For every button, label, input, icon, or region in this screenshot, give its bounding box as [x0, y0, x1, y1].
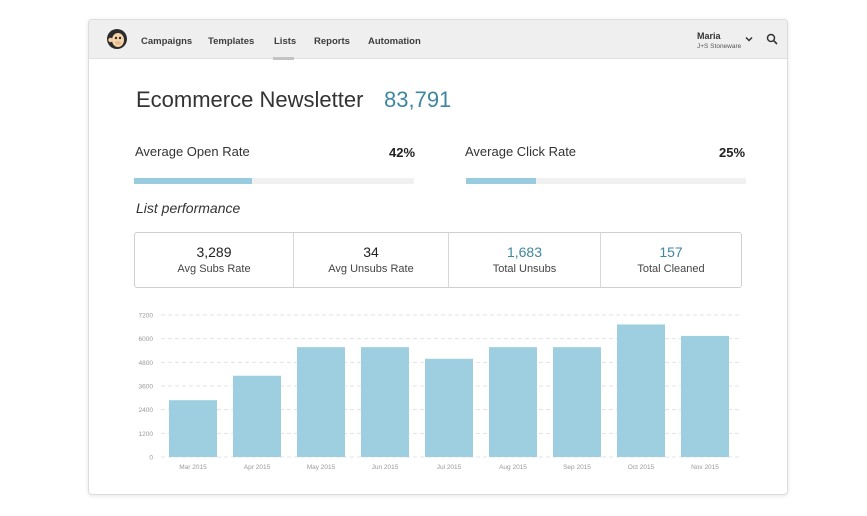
x-tick-label: Oct 2015	[628, 464, 655, 471]
stat-value[interactable]: 157	[659, 244, 683, 260]
stat-avg-unsubs-rate: 34 Avg Unsubs Rate	[294, 233, 449, 287]
subscriber-count: 83,791	[384, 87, 452, 112]
active-tab-indicator	[273, 57, 294, 60]
mailchimp-logo-icon[interactable]	[106, 28, 128, 50]
monthly-bar-chart: 0 1200 2400 3600 4800 6000 7200 Mar 2015 Apr 201…	[129, 305, 749, 475]
search-icon[interactable]	[766, 33, 778, 45]
bar-nov-2015[interactable]	[681, 335, 729, 457]
nav-item-templates[interactable]: Templates	[208, 36, 255, 47]
user-name[interactable]: Maria	[697, 31, 721, 41]
y-tick-label: 1200	[139, 431, 154, 438]
open-rate-bar-fill	[134, 178, 252, 184]
x-tick-label: May 2015	[307, 464, 336, 471]
stat-label: Avg Subs Rate	[177, 263, 251, 275]
x-tick-label: Apr 2015	[244, 464, 271, 471]
x-tick-label: Aug 2015	[499, 464, 527, 471]
stat-value: 3,289	[196, 244, 232, 260]
bar-jul-2015[interactable]	[425, 358, 473, 457]
y-tick-label: 7200	[139, 313, 154, 320]
click-rate-bar-fill	[466, 178, 536, 184]
bar-aug-2015[interactable]	[489, 347, 537, 457]
y-tick-label: 2400	[139, 407, 154, 414]
bar-may-2015[interactable]	[297, 347, 345, 457]
y-tick-label: 4800	[139, 360, 154, 367]
top-navbar: Campaigns Templates Lists Reports Automation…	[89, 20, 787, 60]
nav-item-lists[interactable]: Lists	[274, 36, 297, 47]
performance-stats: 3,289 Avg Subs Rate 34 Avg Unsubs Rate 1…	[134, 232, 742, 288]
bar-mar-2015[interactable]	[169, 400, 217, 457]
user-org[interactable]: J+S Stoneware	[697, 43, 742, 50]
nav-item-campaigns[interactable]: Campaigns	[141, 36, 193, 47]
x-tick-label: Sep 2015	[563, 464, 591, 471]
open-rate-value: 42%	[389, 145, 416, 160]
y-tick-label: 0	[149, 455, 153, 462]
click-rate-bar	[466, 178, 746, 184]
stat-value[interactable]: 1,683	[506, 244, 543, 260]
list-title: Ecommerce Newsletter	[136, 87, 364, 112]
stat-label: Total Unsubs	[492, 263, 557, 275]
nav-item-automation[interactable]: Automation	[368, 36, 421, 47]
stat-value: 34	[363, 244, 379, 260]
x-tick-label: Jun 2015	[372, 464, 399, 471]
stat-label: Total Cleaned	[637, 263, 705, 275]
bar-sep-2015[interactable]	[553, 347, 601, 457]
y-tick-label: 6000	[139, 336, 154, 343]
app-window: Campaigns Templates Lists Reports Automation…	[88, 19, 788, 495]
bar-apr-2015[interactable]	[233, 375, 281, 457]
nav-item-reports[interactable]: Reports	[314, 36, 350, 47]
stat-avg-subs-rate: 3,289 Avg Subs Rate	[135, 233, 294, 287]
bar-oct-2015[interactable]	[617, 324, 665, 457]
open-rate-bar	[134, 178, 414, 184]
chevron-down-icon[interactable]	[744, 34, 754, 44]
click-rate-label: Average Click Rate	[465, 144, 577, 159]
section-title-list-performance: List performance	[136, 200, 241, 216]
x-tick-label: Jul 2015	[437, 464, 462, 471]
stat-total-unsubs[interactable]: 1,683 Total Unsubs	[449, 233, 601, 287]
y-tick-label: 3600	[139, 384, 154, 391]
stat-label: Avg Unsubs Rate	[328, 263, 414, 275]
x-tick-label: Nov 2015	[691, 464, 719, 471]
open-rate-label: Average Open Rate	[135, 144, 250, 159]
x-tick-label: Mar 2015	[179, 464, 207, 471]
click-rate-value: 25%	[719, 145, 746, 160]
stat-total-cleaned[interactable]: 157 Total Cleaned	[601, 233, 741, 287]
bar-jun-2015[interactable]	[361, 347, 409, 457]
bar-chart-svg: 0 1200 2400 3600 4800 6000 7200 Mar 2015 Apr 201…	[139, 313, 739, 471]
